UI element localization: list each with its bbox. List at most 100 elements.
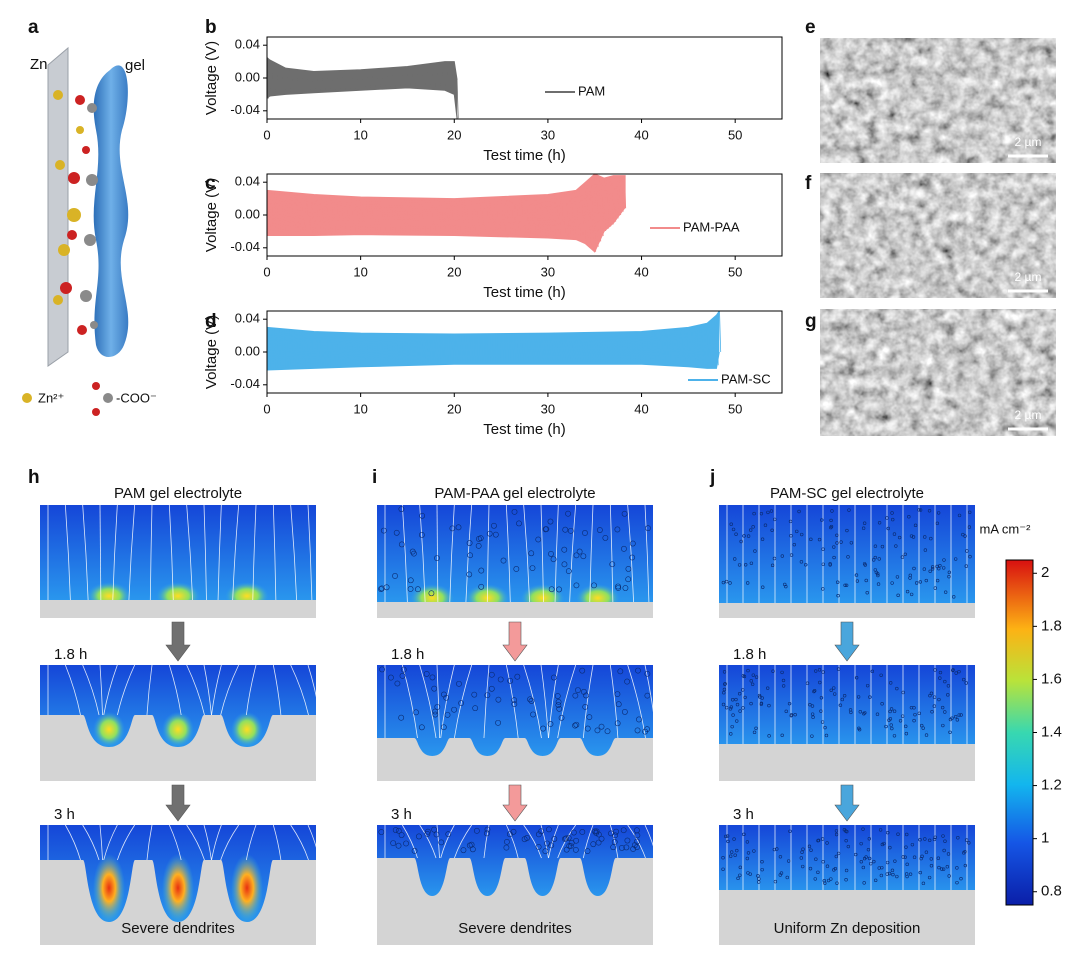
electrolyte-field: [719, 665, 975, 749]
streamline: [454, 824, 472, 859]
carbon-atoms: [80, 103, 98, 329]
particle: [927, 875, 932, 880]
particle: [767, 703, 771, 708]
particle: [763, 523, 768, 527]
particle: [741, 688, 745, 692]
particle: [629, 554, 636, 561]
particle: [444, 711, 451, 718]
particle: [735, 719, 739, 723]
particle: [935, 521, 939, 526]
streamline: [644, 824, 658, 859]
particle: [546, 826, 552, 833]
particle: [579, 829, 586, 835]
particle: [492, 531, 499, 538]
particle: [604, 728, 611, 735]
particle: [407, 577, 414, 584]
streamline: [168, 664, 182, 716]
particle: [808, 702, 812, 707]
particle: [757, 877, 761, 881]
particle: [570, 829, 577, 836]
scale-bar-label: 2 µm: [1015, 135, 1042, 149]
particle: [943, 679, 947, 684]
particle: [858, 710, 863, 714]
particle: [834, 829, 839, 833]
streamline: [290, 504, 298, 601]
particle: [871, 558, 876, 562]
particle: [813, 877, 817, 881]
legend-label: PAM-PAA: [683, 219, 740, 234]
colorbar-tick-label: 1.8: [1041, 617, 1062, 634]
particle: [820, 518, 824, 522]
particle: [931, 567, 935, 571]
streamline: [449, 504, 455, 603]
particle: [555, 698, 562, 705]
particle: [736, 876, 740, 881]
particle: [584, 725, 591, 732]
streamline: [419, 824, 437, 859]
colorbar: [1005, 559, 1034, 906]
streamline: [557, 664, 577, 739]
particle: [471, 691, 478, 698]
particle: [535, 536, 542, 543]
streamline: [112, 504, 118, 601]
particle: [930, 710, 934, 714]
current-density-map: [377, 664, 658, 781]
particle: [795, 529, 799, 534]
streamline: [186, 664, 205, 716]
particle: [821, 670, 825, 674]
particle: [622, 585, 629, 591]
particle: [507, 677, 514, 684]
streamline: [146, 824, 153, 861]
particle: [801, 847, 805, 851]
particle: [409, 548, 416, 555]
particle: [828, 563, 832, 567]
particle: [513, 566, 520, 572]
particle: [786, 859, 791, 863]
particle: [731, 698, 735, 702]
particle: [904, 724, 908, 729]
particle: [880, 544, 885, 549]
particle: [556, 586, 562, 593]
particle: [889, 681, 893, 685]
particle: [733, 557, 737, 561]
particle: [390, 840, 397, 847]
particle: [824, 733, 829, 738]
sem-image: [820, 38, 1056, 163]
particle: [568, 839, 575, 846]
particle: [913, 712, 917, 717]
particle: [780, 733, 784, 737]
particle: [854, 573, 859, 577]
particle: [514, 673, 521, 680]
particle: [870, 669, 875, 674]
particle: [955, 880, 959, 885]
particle: [608, 830, 614, 837]
y-tick-label: -0.04: [230, 102, 260, 117]
sim-caption: Severe dendrites: [458, 920, 571, 937]
stage-label: 3 h: [54, 806, 75, 823]
stage-label: 1.8 h: [733, 646, 766, 663]
particle: [862, 856, 867, 861]
particle: [888, 709, 892, 714]
voltage-lower: [266, 351, 720, 371]
particle: [891, 872, 895, 877]
x-tick-label: 40: [634, 127, 648, 142]
particle: [595, 831, 602, 838]
particle: [407, 586, 414, 592]
particle: [895, 874, 899, 879]
particle: [965, 549, 969, 553]
streamline: [401, 504, 408, 603]
particle: [645, 525, 651, 532]
particle: [885, 872, 889, 876]
particle: [848, 708, 853, 712]
streamline: [548, 824, 559, 859]
particle: [862, 881, 866, 885]
particle: [887, 871, 892, 876]
particle: [901, 855, 905, 859]
particle: [923, 548, 928, 552]
particle: [935, 564, 939, 569]
particle: [392, 827, 399, 833]
particle: [399, 672, 406, 679]
particle: [751, 525, 755, 529]
particle: [527, 696, 533, 703]
particle: [890, 581, 894, 585]
